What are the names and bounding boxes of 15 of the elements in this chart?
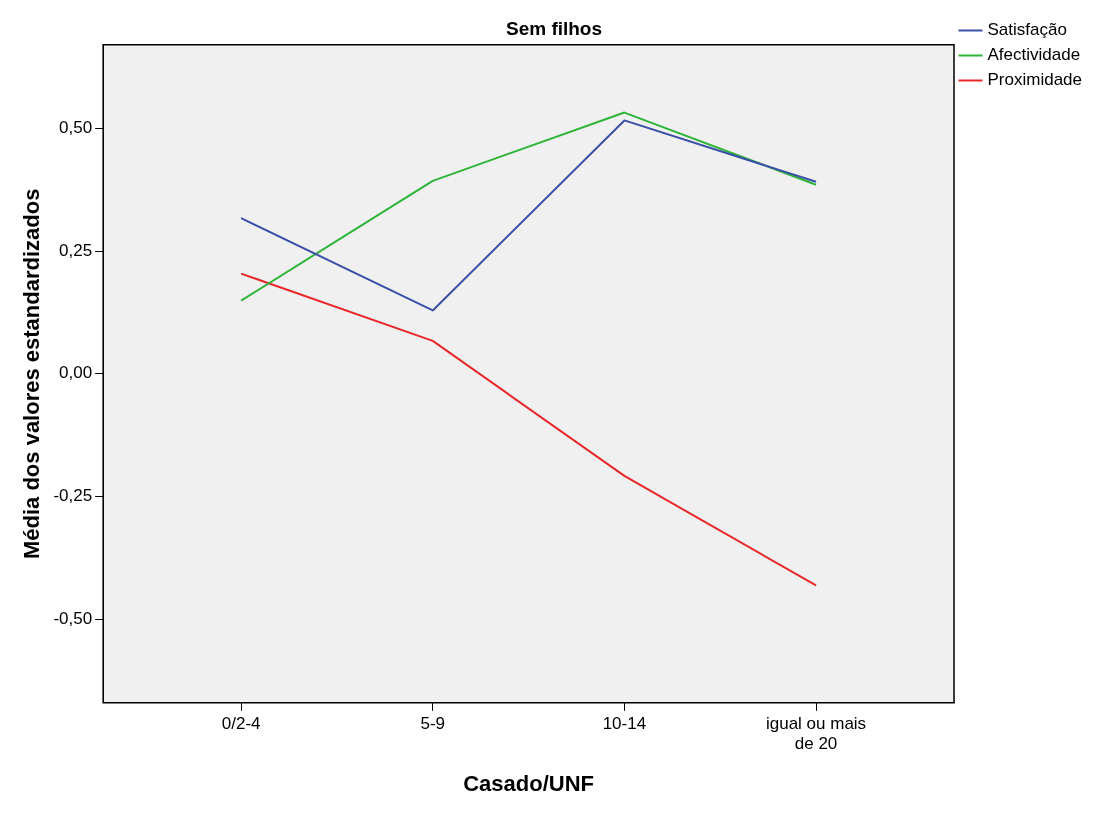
x-tick-label: 0/2-4: [221, 713, 261, 733]
legend-label: Afectividade: [987, 45, 1081, 65]
y-tick-label: -0,50: [53, 609, 93, 629]
y-tick-label: 0,00: [59, 363, 93, 383]
legend-label: Satisfação: [987, 20, 1067, 40]
x-tick-label: 10-14: [602, 713, 647, 733]
y-axis-title: Média dos valores estandardizados: [19, 188, 45, 560]
legend-label: Proximidade: [987, 70, 1083, 90]
chart-title: Sem filhos: [505, 17, 603, 39]
x-axis-title: Casado/UNF: [463, 770, 594, 796]
y-tick-label: 0,50: [59, 117, 93, 137]
x-tick-label: 5-9: [420, 713, 446, 733]
x-tick-label: igual ou mais de 20: [765, 713, 867, 754]
y-tick-label: -0,25: [53, 486, 93, 506]
y-tick-label: 0,25: [59, 240, 93, 260]
